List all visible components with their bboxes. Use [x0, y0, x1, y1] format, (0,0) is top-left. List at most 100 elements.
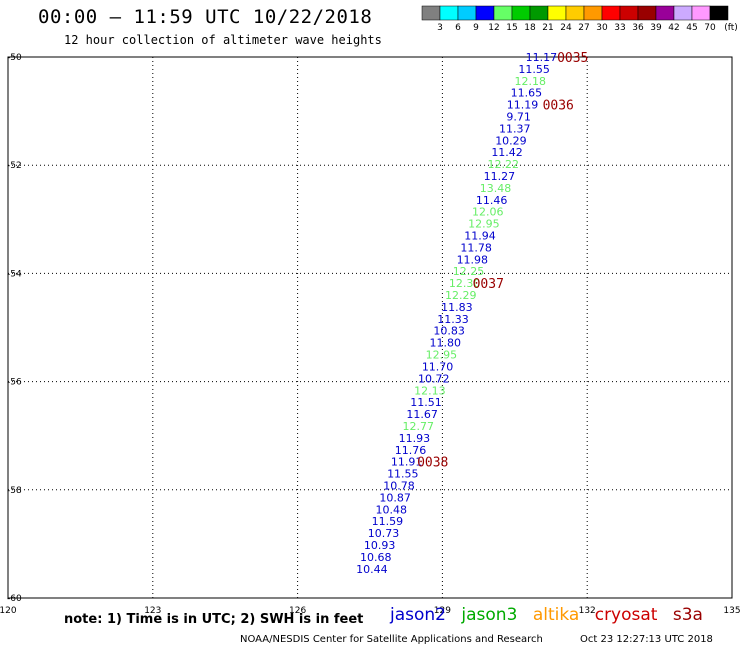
- swh-value: 10.87: [379, 491, 411, 504]
- colorbar-level-label: 42: [668, 23, 680, 33]
- colorbar-level-label: 36: [632, 23, 644, 33]
- colorbar-swatch: [475, 5, 495, 21]
- swh-value: 12.77: [403, 420, 435, 433]
- lon-tick-label: 135: [723, 606, 740, 616]
- colorbar-level-label: 27: [578, 23, 590, 33]
- legend-s3a: s3a: [672, 605, 703, 625]
- time-label: 0035: [557, 51, 588, 66]
- swh-value: 11.42: [491, 146, 523, 159]
- colorbar-swatch: [601, 5, 621, 21]
- swh-value: 9.71: [506, 111, 531, 124]
- satellite-legend: jason2 jason3 altika cryosat s3a: [390, 605, 713, 625]
- swh-value: 12.22: [487, 158, 519, 171]
- swh-value: 10.73: [368, 527, 400, 540]
- swh-value: 10.93: [364, 539, 396, 552]
- colorbar-swatch: [511, 5, 531, 21]
- colorbar-swatch: [529, 5, 549, 21]
- swh-value: 11.76: [395, 444, 427, 457]
- colorbar-level-label: 33: [614, 23, 626, 33]
- lon-tick-label: 129: [434, 606, 451, 616]
- lat-tick-label: -52: [7, 161, 22, 171]
- swh-value: 11.70: [422, 360, 454, 373]
- swh-value: 10.48: [375, 503, 407, 516]
- swh-value: 11.33: [437, 313, 469, 326]
- legend-jason2: jason2: [390, 605, 446, 625]
- swh-value: 10.44: [356, 563, 388, 576]
- swh-value: 11.83: [441, 301, 473, 314]
- lon-tick-label: 120: [0, 606, 17, 616]
- swh-value: 12.29: [445, 289, 477, 302]
- colorbar-swatch: [493, 5, 513, 21]
- swh-value: 11.46: [476, 194, 508, 207]
- swh-value: 11.51: [410, 396, 442, 409]
- swh-value: 11.67: [406, 408, 438, 421]
- swh-value: 10.78: [383, 479, 415, 492]
- swh-value: 11.55: [518, 63, 550, 76]
- page-title: 00:00 – 11:59 UTC 10/22/2018: [38, 6, 373, 28]
- lat-tick-label: -56: [7, 378, 22, 388]
- swh-value: 10.68: [360, 551, 392, 564]
- swh-value: 11.59: [372, 515, 404, 528]
- swh-value: 13.48: [480, 182, 512, 195]
- colorbar-level-label: 6: [455, 23, 461, 33]
- swh-value: 11.19: [507, 99, 539, 112]
- colorbar-swatch: [439, 5, 459, 21]
- swh-value: 11.37: [499, 122, 531, 135]
- plot-frame: [7, 56, 733, 599]
- footnote: note: 1) Time is in UTC; 2) SWH is in fe…: [64, 612, 364, 627]
- colorbar-level-label: 3: [437, 23, 443, 33]
- swh-value: 10.29: [495, 134, 527, 147]
- swh-value: 12.06: [472, 206, 504, 219]
- lat-tick-label: -60: [7, 594, 22, 604]
- lat-tick-label: -54: [7, 269, 22, 279]
- colorbar-level-label: 39: [650, 23, 662, 33]
- colorbar-level-label: 21: [542, 23, 554, 33]
- swh-value: 11.17: [526, 51, 558, 64]
- colorbar-level-label: 24: [560, 23, 572, 33]
- colorbar-level-label: 15: [506, 23, 518, 33]
- colorbar-level-label: 18: [524, 23, 536, 33]
- colorbar-level-label: 45: [686, 23, 698, 33]
- lat-tick-label: -58: [7, 486, 22, 496]
- swh-value: 12.25: [453, 265, 485, 278]
- swh-value: 11.80: [430, 337, 462, 350]
- swh-value: 10.83: [433, 325, 465, 338]
- colorbar-swatch: [709, 5, 729, 21]
- lon-tick-label: 132: [579, 606, 596, 616]
- swh-value: 12.95: [468, 218, 500, 231]
- swh-value: 11.55: [387, 468, 419, 481]
- swh-value: 12.30: [449, 277, 481, 290]
- swh-value: 11.27: [484, 170, 516, 183]
- time-label: 0038: [417, 456, 448, 471]
- swh-value: 11.78: [460, 241, 492, 254]
- colorbar-level-label: 9: [473, 23, 479, 33]
- colorbar-unit: (ft): [724, 23, 738, 33]
- timestamp-text: Oct 23 12:27:13 UTC 2018: [580, 634, 713, 645]
- colorbar-level-label: 70: [704, 23, 716, 33]
- swh-value: 11.94: [464, 230, 496, 243]
- page-subtitle: 12 hour collection of altimeter wave hei…: [64, 33, 382, 47]
- credit-text: NOAA/NESDIS Center for Satellite Applica…: [240, 634, 543, 645]
- colorbar-swatch: [457, 5, 477, 21]
- colorbar-swatch: [637, 5, 657, 21]
- colorbar-level-label: 12: [488, 23, 500, 33]
- swh-value: 12.95: [426, 349, 458, 362]
- colorbar-swatch: [583, 5, 603, 21]
- swh-value: 11.65: [511, 87, 543, 100]
- colorbar-swatch: [565, 5, 585, 21]
- swh-value: 10.72: [418, 372, 450, 385]
- colorbar-swatch: [421, 5, 441, 21]
- lat-tick-label: -50: [7, 53, 22, 63]
- time-label: 0037: [473, 277, 504, 292]
- legend-altika: altika: [532, 605, 580, 625]
- time-label: 0036: [543, 99, 574, 114]
- swh-value: 11.98: [457, 253, 489, 266]
- legend-cryosat: cryosat: [594, 605, 658, 625]
- swh-value: 12.13: [414, 384, 446, 397]
- colorbar-swatch: [655, 5, 675, 21]
- swh-value: 12.18: [514, 75, 546, 88]
- swh-value: 11.93: [399, 432, 431, 445]
- colorbar-level-label: 30: [596, 23, 608, 33]
- lon-tick-label: 126: [289, 606, 306, 616]
